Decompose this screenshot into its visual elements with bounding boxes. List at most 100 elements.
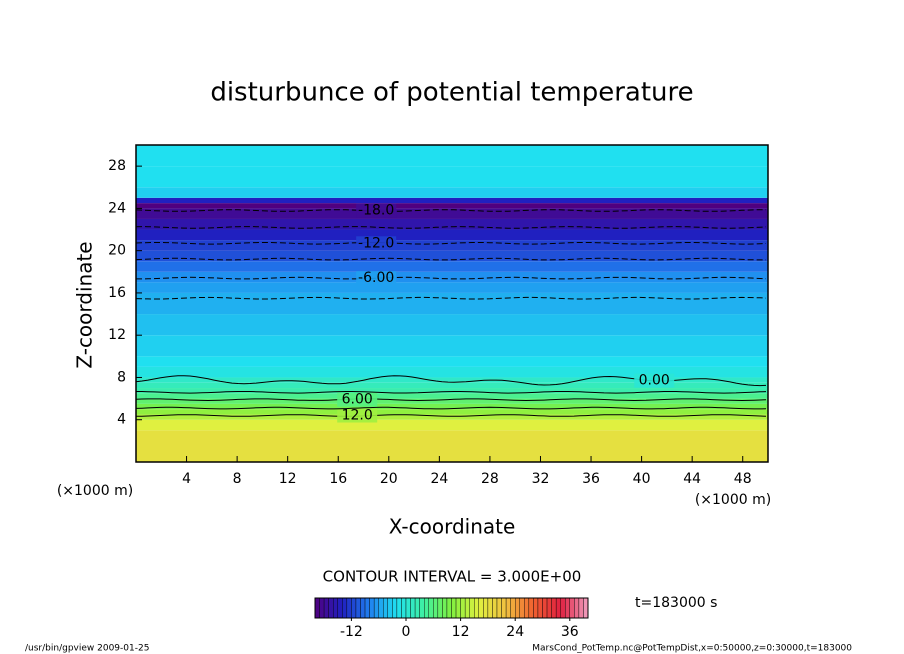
colorbar-cell (533, 597, 539, 619)
contour-label: 6.00 (342, 392, 373, 408)
colorbar-tick-label: 36 (561, 624, 579, 640)
plot-frame (135, 144, 769, 463)
field-band (136, 409, 768, 415)
field-band (136, 366, 768, 378)
field-band (136, 271, 768, 283)
colorbar-cell (455, 597, 461, 619)
colorbar-cell (442, 597, 448, 619)
colorbar-cell (574, 597, 580, 619)
colorbar-tick-label: 0 (402, 624, 411, 640)
contour-label: -18.0 (358, 203, 394, 219)
contour-line (135, 257, 766, 261)
field-band (136, 419, 768, 431)
x-tick-label: 12 (279, 471, 297, 487)
contour-label-bg (356, 236, 397, 251)
field-band (136, 314, 768, 336)
colorbar-cell (528, 597, 534, 619)
colorbar-cell (351, 597, 357, 619)
colorbar-cell (496, 597, 502, 619)
colorbar-cell (342, 597, 348, 619)
x-tick-label: 8 (233, 471, 242, 487)
field-band (136, 261, 768, 272)
colorbar-cell (551, 597, 557, 619)
contour-label: -12.0 (358, 235, 394, 251)
x-tick-label: 4 (182, 471, 191, 487)
y-tick-label: 12 (108, 327, 126, 343)
colorbar-cell (560, 597, 566, 619)
field-band (136, 197, 768, 204)
y-tick-label: 16 (108, 285, 126, 301)
colorbar-cell (383, 597, 389, 619)
colorbar-cell (433, 597, 439, 619)
colorbar-cell (392, 597, 398, 619)
colorbar-cell (505, 597, 511, 619)
field-band (136, 187, 768, 198)
field-band (136, 377, 768, 383)
y-tick-label: 28 (108, 158, 126, 174)
colorbar-cell (360, 597, 366, 619)
field-band (136, 292, 768, 315)
colorbar-cell (319, 597, 325, 619)
colorbar-cell (428, 597, 434, 619)
contour-label-bg (356, 271, 397, 286)
colorbar-cell (396, 597, 402, 619)
field-band (136, 218, 768, 230)
chart-title: disturbunce of potential temperature (210, 78, 693, 108)
colorbar-cell (355, 597, 361, 619)
contour-line (135, 226, 767, 229)
footer-left: /usr/bin/gpview 2009-01-25 (25, 644, 149, 654)
contour-label: -6.00 (358, 270, 394, 286)
colorbar-cell (401, 597, 407, 619)
colorbar-tick-label: -12 (340, 624, 363, 640)
colorbar-cell (469, 597, 475, 619)
field-band (136, 166, 768, 188)
colorbar-cell (419, 597, 425, 619)
colorbar-cell (515, 597, 520, 619)
colorbar-cell (405, 597, 411, 619)
contour-line (135, 406, 767, 410)
colorbar-cell (524, 597, 530, 619)
contour-line (135, 242, 767, 245)
y-tick-label: 24 (108, 200, 126, 216)
colorbar-cell (537, 597, 543, 619)
field-band (136, 356, 768, 367)
field-band (136, 414, 768, 420)
colorbar-cell (333, 597, 338, 619)
field-band (136, 430, 768, 462)
contour-line (135, 398, 767, 402)
x-tick-label: 44 (683, 471, 701, 487)
colorbar-tick-label: 24 (506, 624, 524, 640)
colorbar-cell (446, 597, 452, 619)
contour-interval: CONTOUR INTERVAL = 3.000E+00 (323, 568, 582, 586)
colorbar-cell (555, 597, 561, 619)
field-band (136, 382, 768, 389)
field-band (136, 393, 768, 399)
contour-label: 12.0 (342, 408, 373, 424)
colorbar-cell (323, 597, 329, 619)
x-tick-label: 20 (380, 471, 398, 487)
field-band (136, 388, 768, 394)
colorbar-cell (501, 597, 507, 619)
field-band (136, 282, 768, 293)
colorbar-cell (474, 597, 479, 619)
colorbar-cell (487, 597, 493, 619)
x-axis-label: X-coordinate (389, 515, 516, 539)
colorbar-cell (414, 597, 420, 619)
y-axis-label: Z-coordinate (73, 241, 97, 368)
colorbar-cell (378, 597, 384, 619)
colorbar-tick-label: 12 (452, 624, 470, 640)
colorbar-cell (424, 597, 429, 619)
contour-label-bg (356, 203, 397, 218)
contour-line (136, 391, 767, 394)
field-band (136, 203, 768, 209)
field-band (136, 145, 768, 167)
contour-label-bg (337, 392, 378, 407)
contour-label-bg (337, 408, 378, 423)
x-tick-label: 40 (633, 471, 651, 487)
colorbar-cell (578, 597, 584, 619)
colorbar-cell (519, 597, 525, 619)
colorbar-cell (546, 597, 552, 619)
field-band (136, 229, 768, 241)
field-band (136, 403, 768, 410)
